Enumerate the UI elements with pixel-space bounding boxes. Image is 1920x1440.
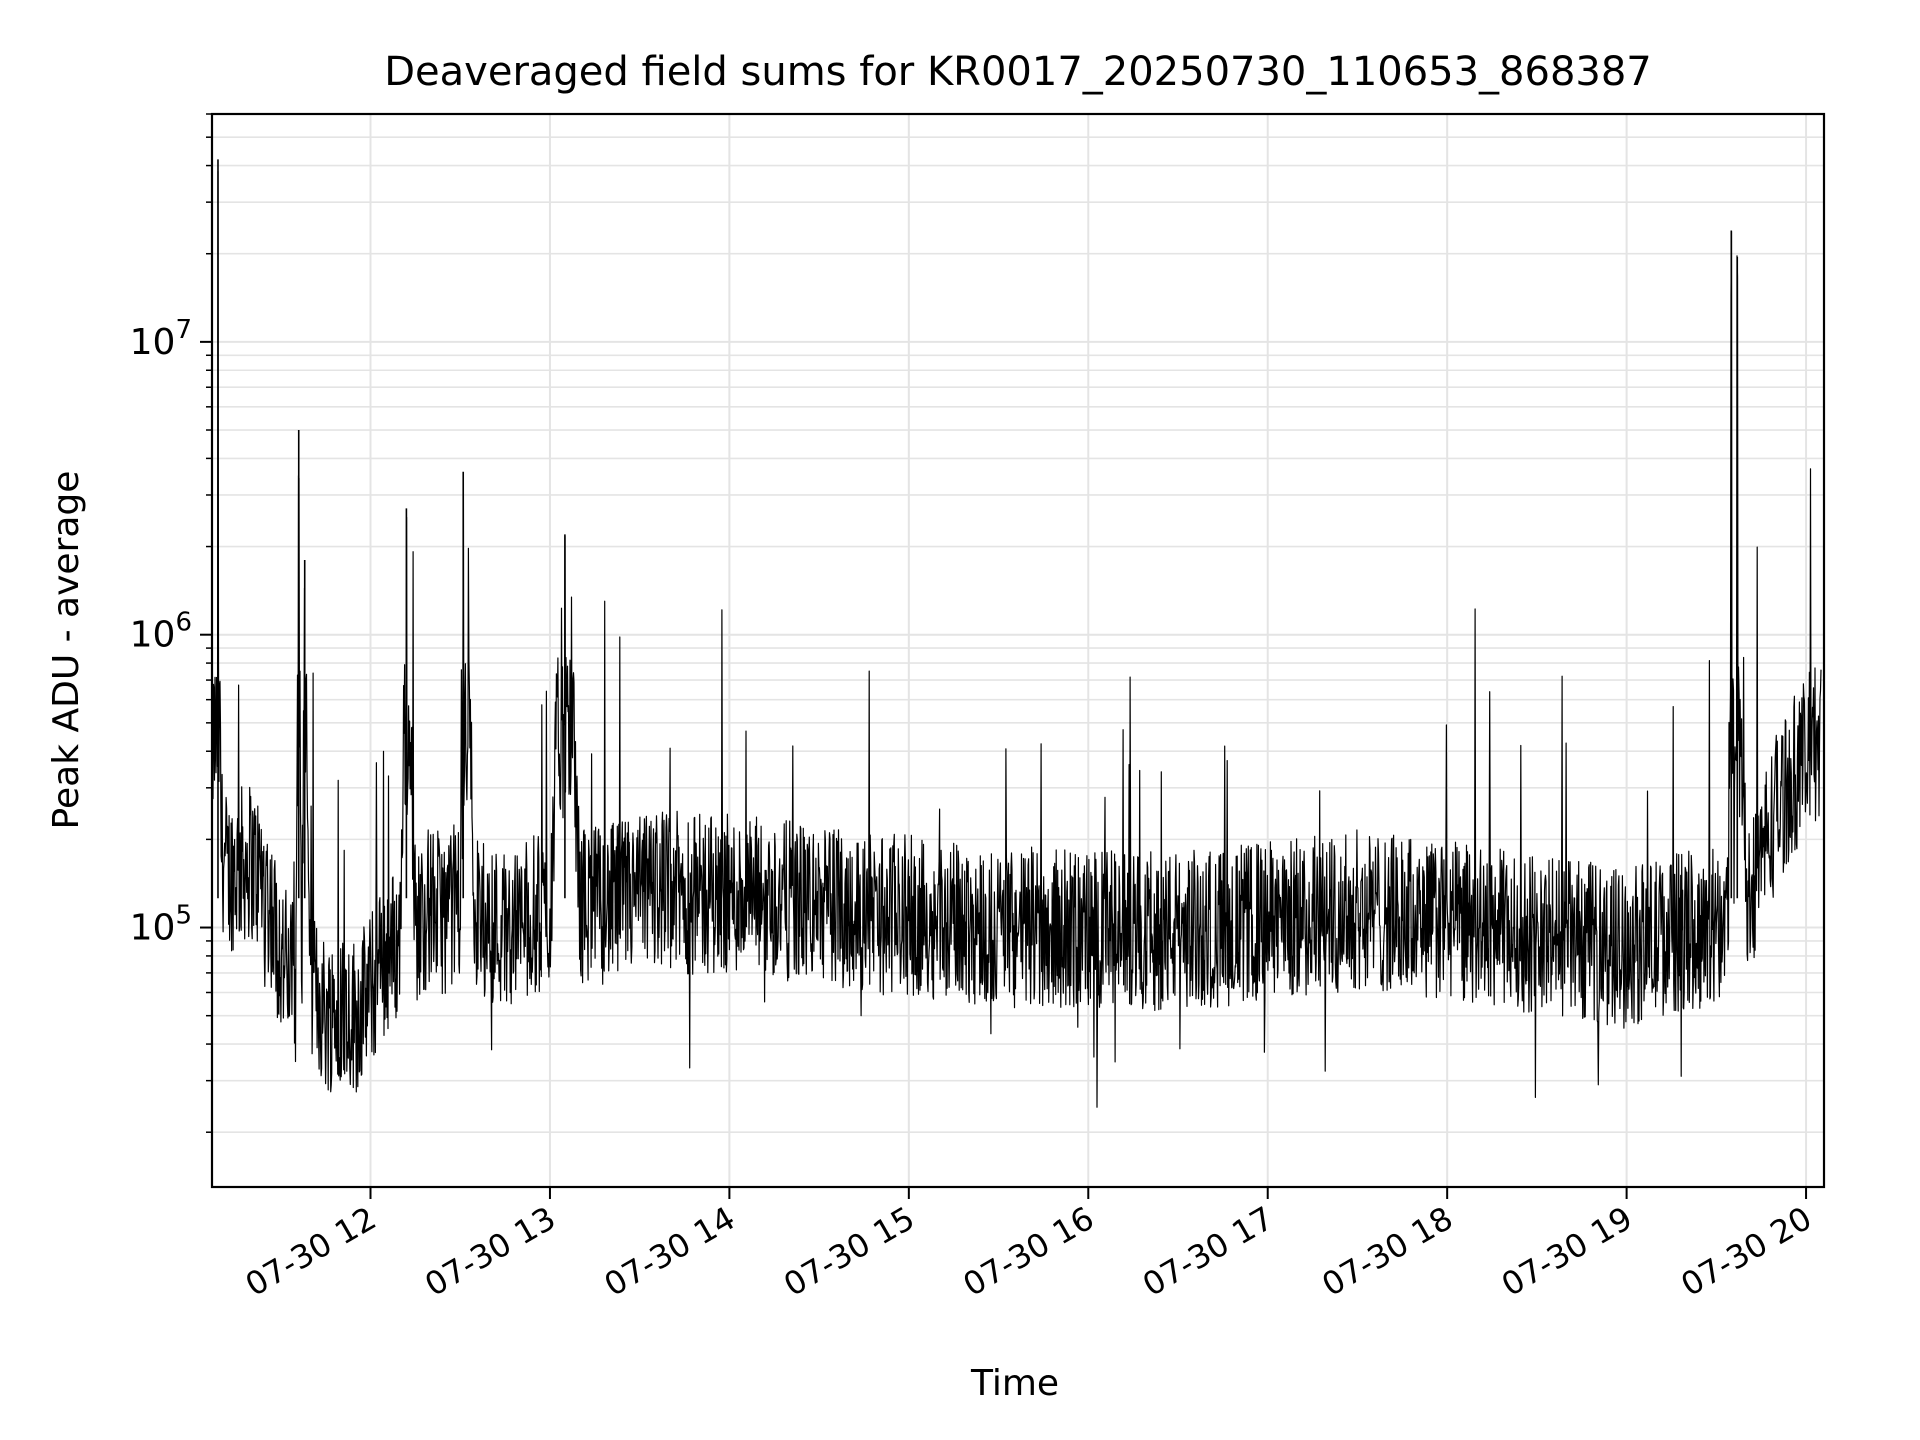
y-tick-base: 10 [130, 615, 176, 656]
plot-frame [210, 112, 1826, 1189]
y-tick-label: 105 [130, 901, 192, 949]
x-axis-label: Time [970, 1363, 1059, 1404]
y-tick-base: 10 [130, 322, 176, 363]
y-axis-label: Peak ADU - average [46, 471, 87, 830]
y-tick-label: 107 [130, 315, 192, 363]
y-tick-exponent: 6 [175, 608, 192, 638]
y-tick-exponent: 7 [175, 315, 192, 345]
chart-title: Deaveraged field sums for KR0017_2025073… [384, 49, 1652, 95]
y-tick-label: 106 [130, 608, 192, 656]
y-tick-base: 10 [130, 908, 176, 949]
grid [212, 113, 1824, 1187]
series-line [211, 170, 1822, 1108]
y-tick-exponent: 5 [175, 901, 192, 931]
series-layer [211, 159, 1822, 1108]
